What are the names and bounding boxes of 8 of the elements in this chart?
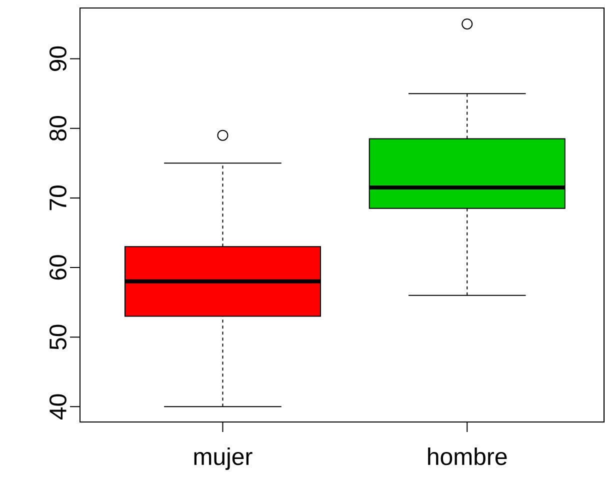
x-tick-label: mujer: [194, 448, 252, 470]
y-tick-label: 90: [49, 46, 66, 71]
y-tick-label: 80: [49, 116, 66, 141]
y-tick-label: 70: [49, 186, 66, 210]
y-tick-label: 50: [49, 324, 66, 350]
y-tick-label: 40: [49, 394, 66, 420]
x-tick-label: hombre: [428, 448, 507, 466]
y-tick-label: 60: [49, 255, 66, 280]
